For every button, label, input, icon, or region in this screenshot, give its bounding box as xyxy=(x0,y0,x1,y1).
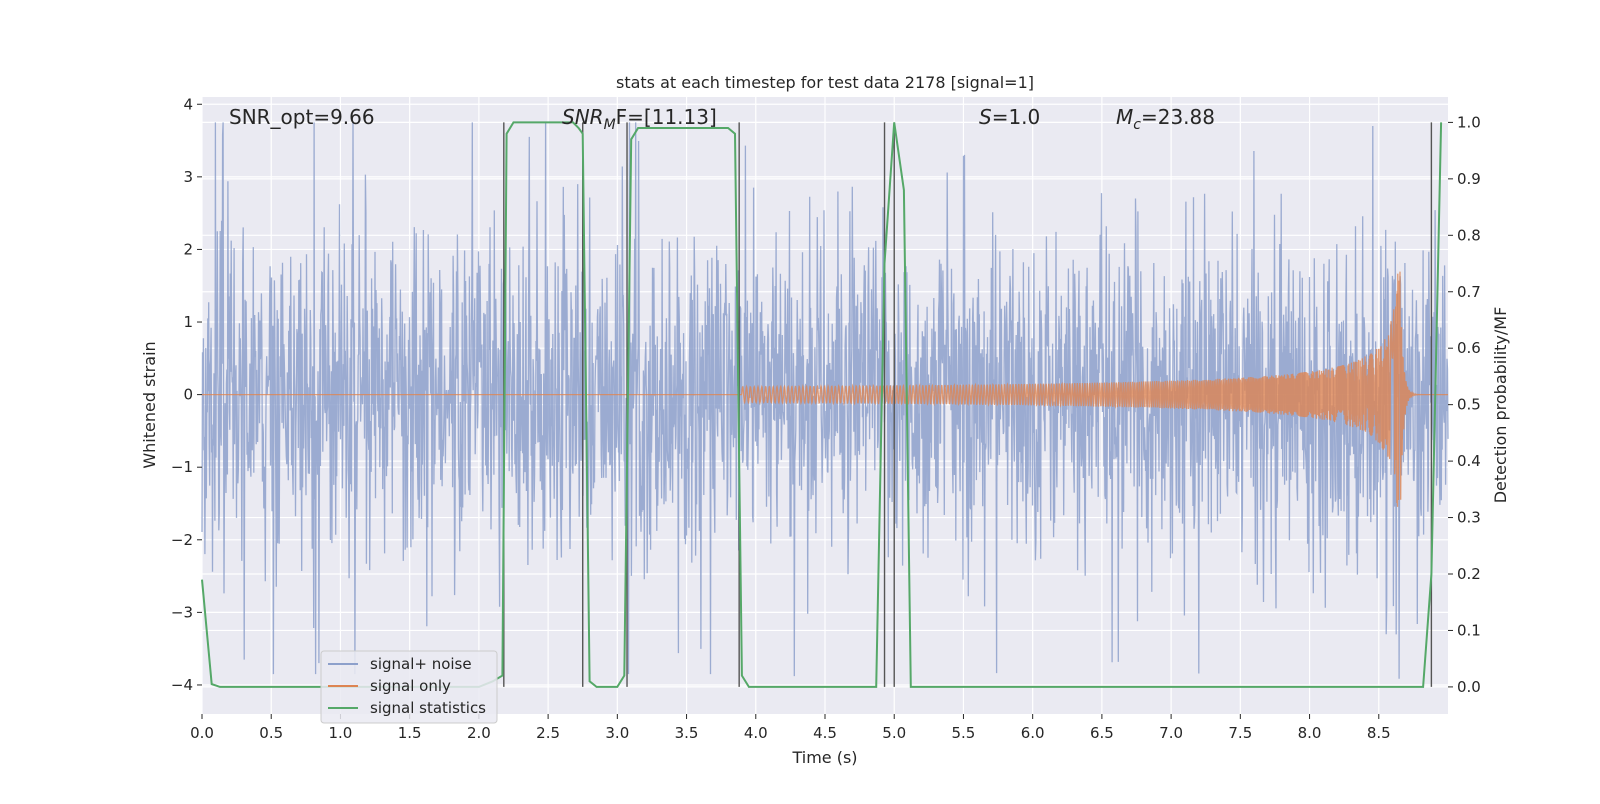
signal-noise-series xyxy=(201,122,1449,679)
chart-title: stats at each timestep for test data 217… xyxy=(616,73,1034,92)
y2-tick-label: 0.9 xyxy=(1457,170,1481,188)
y2-tick-label: 1.0 xyxy=(1457,113,1481,131)
y-tick-label: 0 xyxy=(183,386,193,404)
y-tick-label: 1 xyxy=(183,313,193,331)
x-tick-label: 1.5 xyxy=(398,724,422,742)
legend-label-signal-statistics: signal statistics xyxy=(370,699,486,717)
x-tick-label: 7.0 xyxy=(1159,724,1183,742)
y-tick-label: 2 xyxy=(183,240,193,258)
x-tick-label: 5.5 xyxy=(952,724,976,742)
y2-tick-label: 0.7 xyxy=(1457,283,1481,301)
x-tick-label: 2.5 xyxy=(536,724,560,742)
y2-tick-label: 0.2 xyxy=(1457,565,1481,583)
y-tick-label: 4 xyxy=(183,95,193,113)
annotation-snr-mf: SNRMF=[11.13] xyxy=(562,105,717,133)
x-tick-label: 6.5 xyxy=(1090,724,1114,742)
y2-axis-label: Detection probability/MF xyxy=(1491,307,1510,504)
x-tick-label: 5.0 xyxy=(882,724,906,742)
y2-tick-label: 0.6 xyxy=(1457,339,1481,357)
x-tick-label: 3.0 xyxy=(605,724,629,742)
signal-noise-line xyxy=(201,122,1449,679)
annotation-snr-opt: SNR_opt=9.66 xyxy=(229,105,375,129)
y-tick-label: −4 xyxy=(171,676,193,694)
y2-tick-label: 0.4 xyxy=(1457,452,1481,470)
x-tick-label: 0.0 xyxy=(190,724,214,742)
y-axis-ticks: 4 3 2 1 0 −1 −2 −3 −4 xyxy=(171,95,202,694)
x-tick-label: 4.5 xyxy=(813,724,837,742)
signal-only-line xyxy=(202,271,1448,507)
y2-tick-label: 0.1 xyxy=(1457,621,1481,639)
x-tick-label: 3.5 xyxy=(675,724,699,742)
x-tick-label: 7.5 xyxy=(1228,724,1252,742)
annotation-mc: Mc=23.88 xyxy=(1116,105,1215,133)
y-tick-label: −2 xyxy=(171,531,193,549)
y-tick-label: −1 xyxy=(171,458,193,476)
y2-tick-label: 0.0 xyxy=(1457,678,1481,696)
x-tick-label: 0.5 xyxy=(259,724,283,742)
x-tick-label: 4.0 xyxy=(744,724,768,742)
signal-only-series xyxy=(202,271,1448,507)
y-axis-label: Whitened strain xyxy=(140,341,159,468)
x-tick-label: 2.0 xyxy=(467,724,491,742)
x-tick-label: 1.0 xyxy=(329,724,353,742)
y2-tick-label: 0.8 xyxy=(1457,226,1481,244)
y-tick-label: −3 xyxy=(171,603,193,621)
y-tick-label: 3 xyxy=(183,168,193,186)
x-axis-label: Time (s) xyxy=(791,748,857,767)
x-tick-label: 8.0 xyxy=(1298,724,1322,742)
legend-box xyxy=(320,650,498,724)
x-tick-label: 8.5 xyxy=(1367,724,1391,742)
legend: signal+ noise signal only signal statist… xyxy=(320,650,498,724)
annotation-s: S=1.0 xyxy=(979,105,1040,129)
x-axis-ticks: 0.0 0.5 1.0 1.5 2.0 2.5 3.0 3.5 4.0 4.5 5.0 5.5 6.0 6… xyxy=(190,714,1391,742)
y2-axis-ticks: 1.0 0.9 0.8 0.7 0.6 0.5 0.4 0.3 0.2 0.1 0.0 xyxy=(1448,113,1481,696)
y2-tick-label: 0.5 xyxy=(1457,396,1481,414)
y2-tick-label: 0.3 xyxy=(1457,509,1481,527)
x-tick-label: 6.0 xyxy=(1021,724,1045,742)
legend-label-signal-only: signal only xyxy=(370,677,451,695)
legend-label-signal-noise: signal+ noise xyxy=(370,655,472,673)
